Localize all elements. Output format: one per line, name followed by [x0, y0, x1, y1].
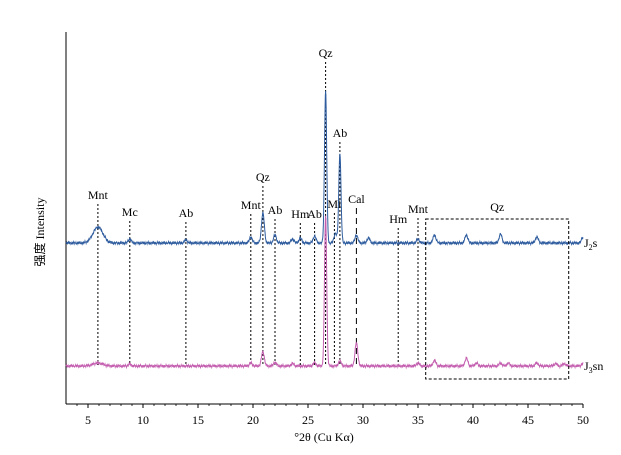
annotation-label: Qz [256, 170, 270, 184]
annotation-label: Mc [122, 205, 138, 219]
annotation-label: Mnt [408, 202, 429, 216]
series-label-J2s: J2s [584, 236, 598, 252]
series-label-main: J [584, 359, 589, 373]
annotation-label: Qz [490, 200, 504, 214]
series-label-main: J [584, 236, 589, 250]
plot-frame [65, 32, 583, 405]
x-tick-label: 20 [247, 413, 259, 427]
x-tick-label: 45 [522, 413, 534, 427]
annotation-label: Mnt [241, 198, 262, 212]
x-tick-label: 15 [192, 413, 204, 427]
annotation-label: Mi [327, 197, 342, 211]
annotation-label: Ab [179, 206, 194, 220]
x-tick-label: 30 [357, 413, 369, 427]
x-tick-label: 5 [85, 413, 91, 427]
series-label-J3sn: J3sn [584, 359, 603, 375]
x-tick-label: 40 [467, 413, 479, 427]
series-label-sub: 2 [589, 243, 593, 252]
series-group [65, 90, 584, 370]
annotation-label: Ab [268, 203, 283, 217]
x-tick-label: 25 [302, 413, 314, 427]
x-tick-label: 35 [412, 413, 424, 427]
series-line-J2s [65, 90, 584, 247]
series-line-J3sn [65, 215, 584, 370]
x-ticks: 5 10 15 20 25 30 35 40 45 50 [76, 404, 589, 427]
series-label-sub: 3 [589, 366, 593, 375]
series-label-suffix: sn [593, 359, 604, 373]
annotation-label: Hm [291, 207, 310, 221]
x-tick-label: 50 [577, 413, 589, 427]
annotation-label: Ab [307, 207, 322, 221]
annotation-label: Hm [389, 212, 408, 226]
annotation-label: Qz [319, 46, 333, 60]
annotation-label: Mnt [88, 188, 109, 202]
y-axis-label: 强度 Intensity [32, 198, 47, 267]
qz-dashed-box [425, 218, 570, 380]
annotation-label: Ab [333, 126, 348, 140]
series-label-suffix: s [593, 236, 598, 250]
x-tick-label: 10 [137, 413, 149, 427]
x-axis-label: °2θ (Cu Kα) [294, 430, 354, 444]
annotation-label: Cal [348, 192, 365, 206]
reference-lines [97, 62, 419, 365]
